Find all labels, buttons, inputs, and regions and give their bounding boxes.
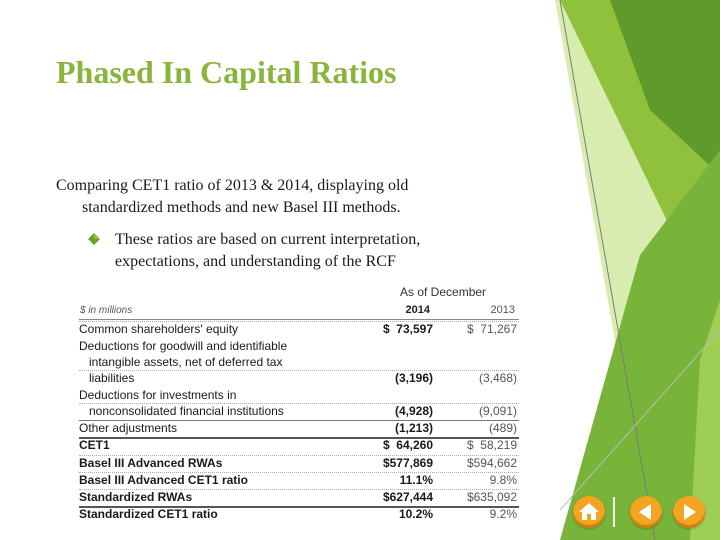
home-button[interactable]: [573, 496, 605, 528]
home-icon: [579, 503, 599, 520]
table-header-group: As of December: [400, 285, 487, 299]
table-row: CET1 $ 64,260 $ 58,219: [79, 437, 519, 452]
deco-shape-lower: [560, 150, 720, 540]
table-units-label: $ in millions: [80, 305, 133, 316]
row-label: Deductions for goodwill and identifiable: [79, 339, 288, 353]
row-value-2014: $ 73,597: [382, 322, 433, 336]
row-value-2013: $594,662: [466, 456, 517, 470]
row-value-2014: $ 64,260: [382, 438, 433, 452]
row-value-2014: 10.2%: [398, 507, 433, 521]
table-row: Standardized CET1 ratio 10.2% 9.2%: [79, 506, 519, 521]
row-value-2014: $577,869: [382, 456, 433, 470]
row-label: Deductions for investments in: [79, 388, 237, 402]
row-value-2014: 11.1%: [399, 473, 433, 487]
table-header-row: $ in millions 2014 2013: [79, 303, 519, 320]
column-header-2014: 2014: [405, 304, 430, 316]
deco-shape-accent: [690, 300, 720, 540]
row-value-2013: (489): [488, 421, 517, 435]
row-value-2013: (9,091): [478, 404, 517, 418]
row-label: Standardized CET1 ratio: [79, 507, 218, 521]
row-label: Basel III Advanced RWAs: [79, 456, 223, 470]
row-value-2013: 9.8%: [489, 473, 517, 487]
row-value-2014: (3,196): [394, 371, 433, 385]
bullet-item: These ratios are based on current interp…: [88, 229, 488, 273]
table-row: Other adjustments (1,213) (489): [79, 420, 519, 435]
bullet-line-2: expectations, and understanding of the R…: [115, 253, 396, 270]
row-value-2013: 9.2%: [489, 507, 517, 521]
slide-title: Phased In Capital Ratios: [56, 54, 397, 90]
deco-shape-dark: [610, 0, 720, 175]
previous-icon: [639, 504, 651, 520]
row-label: Other adjustments: [79, 421, 178, 435]
deco-line-1: [559, 0, 656, 540]
row-value-2013: (3,468): [478, 371, 517, 385]
previous-button[interactable]: [630, 496, 662, 528]
deco-line-2: [559, 329, 720, 511]
table-row: liabilities (3,196) (3,468): [79, 370, 519, 385]
nav-separator: [613, 497, 615, 527]
table-row: nonconsolidated financial institutions (…: [79, 403, 519, 418]
row-value-2014: (4,928): [394, 404, 433, 418]
column-header-2013: 2013: [490, 304, 515, 316]
bullet-line-1: These ratios are based on current interp…: [115, 231, 421, 248]
next-icon: [684, 504, 696, 520]
row-value-2013: $635,092: [466, 490, 517, 504]
body-line-2: standardized methods and new Basel III m…: [82, 199, 401, 216]
row-label: liabilities: [89, 371, 135, 385]
table-row: Common shareholders' equity $ 73,597 $ 7…: [79, 321, 519, 336]
row-label: Basel III Advanced CET1 ratio: [79, 473, 248, 487]
table-row: Standardized RWAs $627,444 $635,092: [79, 489, 519, 504]
row-value-2013: $ 58,219: [466, 438, 517, 452]
row-label: Standardized RWAs: [79, 490, 193, 504]
row-label: Common shareholders' equity: [79, 322, 239, 336]
body-line-1: Comparing CET1 ratio of 2013 & 2014, dis…: [56, 177, 409, 194]
row-label: nonconsolidated financial institutions: [89, 404, 284, 418]
row-value-2014: (1,213): [394, 421, 433, 435]
row-value-2013: $ 71,267: [466, 322, 517, 336]
next-button[interactable]: [673, 496, 705, 528]
row-label: intangible assets, net of deferred tax: [89, 355, 283, 369]
row-value-2014: $627,444: [382, 490, 433, 504]
table-row: Basel III Advanced RWAs $577,869 $594,66…: [79, 455, 519, 470]
table-row: Basel III Advanced CET1 ratio 11.1% 9.8%: [79, 472, 519, 487]
row-label: CET1: [79, 438, 110, 452]
diamond-bullet-icon: [88, 233, 100, 245]
slide-body-text: Comparing CET1 ratio of 2013 & 2014, dis…: [56, 175, 476, 219]
